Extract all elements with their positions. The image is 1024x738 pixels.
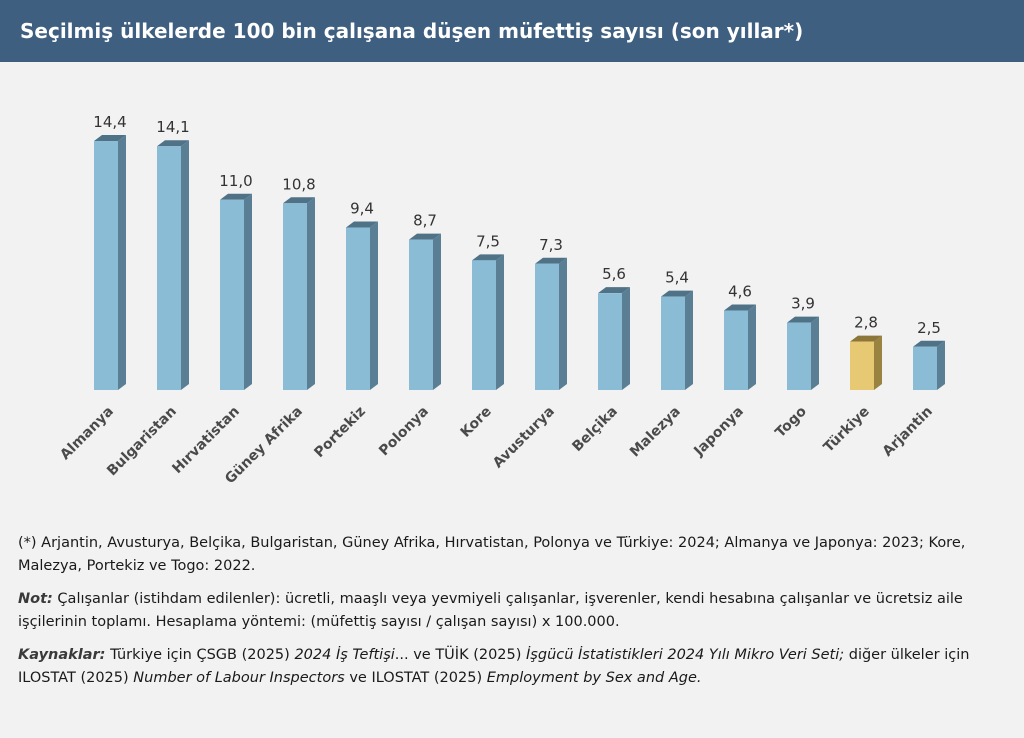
bar-value-label: 4,6: [728, 282, 752, 300]
category-label: Malezya: [627, 404, 684, 461]
bar-9: [598, 287, 630, 390]
bar-top: [157, 140, 189, 147]
bar-front: [94, 141, 118, 390]
bar-4: [283, 197, 315, 390]
bar-14: [913, 340, 945, 390]
category-label: Türkiye: [821, 404, 873, 456]
note-label: Not:: [18, 591, 53, 607]
bar-11: [724, 304, 756, 390]
bar-1: [94, 135, 126, 390]
bar-side: [685, 290, 693, 390]
note-text: Çalışanlar (istihdam edilenler): ücretli…: [18, 591, 963, 630]
bar-8: [535, 257, 567, 390]
bar-value-label: 7,3: [539, 236, 563, 254]
bar-5: [346, 221, 378, 390]
bar-top: [409, 233, 441, 240]
bar-top: [346, 221, 378, 228]
category-label: Polonya: [376, 404, 432, 460]
bar-10: [661, 290, 693, 390]
category-label: Almanya: [57, 404, 117, 464]
bar-top: [913, 340, 945, 347]
method-note: Not: Çalışanlar (istihdam edilenler): üc…: [18, 588, 1008, 634]
source-title-4: Employment by Sex and Age.: [486, 670, 702, 686]
bar-front: [913, 346, 937, 390]
bar-top: [787, 316, 819, 323]
bar-side: [307, 197, 315, 390]
bar-value-label: 8,7: [413, 212, 437, 230]
bar-front: [661, 296, 685, 390]
bar-front: [283, 203, 307, 390]
bar-top: [724, 304, 756, 311]
bar-front: [598, 293, 622, 390]
bar-value-label: 7,5: [476, 232, 500, 250]
bar-front: [535, 263, 559, 390]
bar-value-label: 14,1: [156, 118, 189, 136]
bar-side: [622, 287, 630, 390]
bar-top: [220, 193, 252, 200]
bar-chart: 14,4 Almanya 14,1 Bulgaristan 11,0 Hırvatista…: [0, 62, 1024, 522]
bar-side: [244, 193, 252, 390]
bar-12: [787, 316, 819, 390]
footnote: (*) Arjantin, Avusturya, Belçika, Bulgar…: [18, 535, 966, 574]
bar-value-label: 3,9: [791, 295, 815, 313]
bar-value-label: 2,8: [854, 314, 878, 332]
bar-top: [283, 197, 315, 204]
bar-value-label: 10,8: [282, 175, 315, 193]
bar-top: [661, 290, 693, 297]
bar-front: [724, 310, 748, 390]
bar-front: [472, 260, 496, 390]
source-text-1: Türkiye için ÇSGB (2025): [105, 647, 295, 663]
bar-3: [220, 193, 252, 390]
notes-section: (*) Arjantin, Avusturya, Belçika, Bulgar…: [18, 532, 1008, 700]
bar-side: [496, 254, 504, 390]
source-text-3: diğer ülkeler için ILOSTAT (2025): [18, 647, 970, 686]
bar-front: [409, 239, 433, 390]
sources: Kaynaklar: Türkiye için ÇSGB (2025) 2024…: [18, 644, 1008, 690]
sources-label: Kaynaklar:: [18, 647, 106, 663]
category-label: Japonya: [690, 404, 746, 460]
bar-6: [409, 233, 441, 390]
bar-front: [157, 146, 181, 390]
category-label: Belçika: [569, 404, 620, 455]
bar-value-label: 14,4: [93, 113, 126, 131]
bar-top: [472, 254, 504, 261]
source-text-4: ve ILOSTAT (2025): [344, 670, 487, 686]
bar-side: [748, 304, 756, 390]
bar-value-label: 5,4: [665, 269, 689, 287]
bar-front: [787, 322, 811, 390]
category-label: Kore: [458, 404, 495, 441]
bar-7: [472, 254, 504, 390]
chart-title: Seçilmiş ülkelerde 100 bin çalışana düşe…: [0, 0, 1024, 62]
bar-value-label: 5,6: [602, 265, 626, 283]
bar-chart-svg: 14,4Almanya14,1Bulgaristan11,0Hırvatista…: [57, 113, 945, 487]
bar-top: [850, 335, 882, 342]
bar-top: [535, 257, 567, 264]
bar-top: [598, 287, 630, 294]
bar-side: [937, 340, 945, 390]
bar-13: [850, 335, 882, 390]
bar-side: [181, 140, 189, 390]
source-title-1: 2024 İş Teftişi: [294, 647, 395, 663]
bar-value-label: 11,0: [219, 172, 252, 190]
bar-value-label: 2,5: [917, 319, 941, 337]
bar-side: [433, 233, 441, 390]
bar-side: [811, 316, 819, 390]
bar-front: [220, 199, 244, 390]
source-text-2: ... ve TÜİK (2025): [394, 647, 527, 663]
source-title-3: Number of Labour Inspectors: [133, 670, 345, 686]
bar-side: [559, 257, 567, 390]
bar-side: [874, 335, 882, 390]
source-title-2: İşgücü İstatistikleri 2024 Yılı Mikro Ve…: [526, 647, 845, 663]
bar-top: [94, 135, 126, 142]
bar-side: [118, 135, 126, 390]
bar-value-label: 9,4: [350, 199, 374, 217]
bar-2: [157, 140, 189, 390]
category-label: Portekiz: [311, 404, 368, 461]
category-label: Arjantin: [880, 404, 936, 460]
bar-front: [850, 341, 874, 390]
bar-front: [346, 227, 370, 390]
category-label: Togo: [772, 403, 810, 441]
bar-side: [370, 221, 378, 390]
category-label: Avusturya: [490, 404, 558, 472]
